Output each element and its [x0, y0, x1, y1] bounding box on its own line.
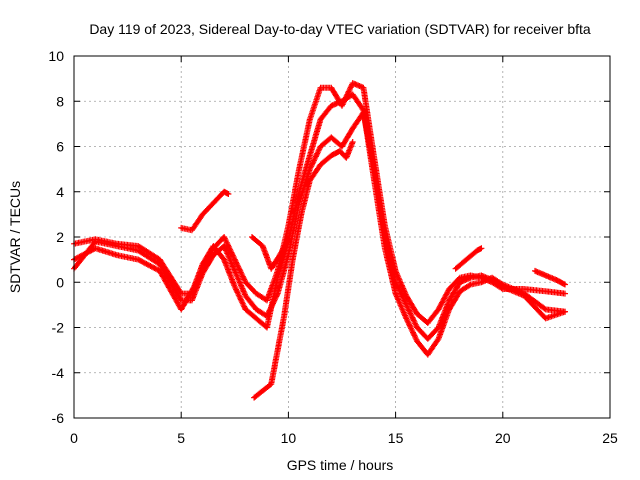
series-track-2 [71, 109, 568, 342]
y-tick-label: -6 [52, 410, 65, 426]
grid-lines [74, 56, 610, 418]
series-track-8 [532, 267, 568, 288]
series-track-4 [178, 188, 232, 234]
y-axis-label: SDTVAR / TECUs [7, 181, 23, 293]
chart-title: Day 119 of 2023, Sidereal Day-to-day VTE… [89, 21, 591, 37]
y-tick-label: 8 [56, 93, 64, 109]
data-point-markers [532, 267, 568, 288]
series-track-6 [251, 139, 356, 401]
data-point-markers [71, 91, 568, 358]
y-tick-label: 2 [56, 229, 64, 245]
plot-area [71, 80, 568, 401]
data-point-markers [251, 139, 356, 401]
series-track-5 [249, 234, 292, 272]
x-tick-label: 20 [495, 430, 511, 446]
series-track-1 [71, 91, 568, 358]
y-tick-label: -2 [52, 320, 65, 336]
x-tick-label: 5 [177, 430, 185, 446]
data-point-markers [452, 245, 485, 272]
data-point-markers [249, 234, 292, 272]
x-tick-label: 0 [70, 430, 78, 446]
y-tick-label: 6 [56, 139, 64, 155]
data-point-markers [178, 188, 232, 234]
y-tick-label: 4 [56, 184, 64, 200]
series-track-7 [452, 245, 485, 272]
x-tick-label: 10 [281, 430, 297, 446]
y-tick-label: -4 [52, 365, 65, 381]
data-point-markers [71, 109, 568, 342]
x-axis: 0 5 10 15 20 25 [70, 56, 618, 446]
x-tick-label: 15 [388, 430, 404, 446]
y-tick-label: 10 [48, 48, 64, 64]
y-tick-label: 0 [56, 274, 64, 290]
y-axis: -6 -4 -2 0 2 4 6 8 10 [48, 48, 610, 426]
x-tick-label: 25 [602, 430, 618, 446]
x-axis-label: GPS time / hours [287, 457, 394, 473]
